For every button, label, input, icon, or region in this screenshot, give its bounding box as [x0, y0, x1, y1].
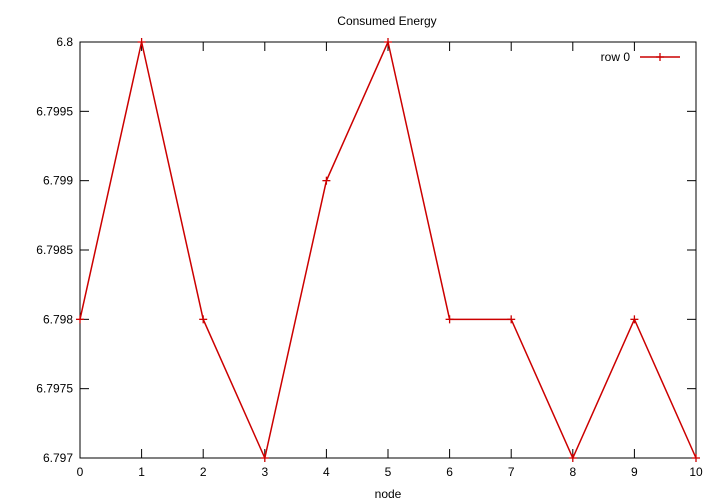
data-point — [568, 454, 577, 462]
y-tick-label: 6.799 — [43, 174, 73, 188]
data-point — [260, 454, 269, 462]
x-tick-label: 10 — [689, 465, 703, 479]
y-tick-label: 6.7995 — [36, 104, 73, 118]
x-tick-label: 8 — [569, 465, 576, 479]
legend: row 0 — [601, 50, 680, 64]
data-point — [199, 315, 208, 324]
x-tick-label: 7 — [508, 465, 515, 479]
x-axis: 0 1 2 3 4 5 6 7 8 9 10 — [77, 42, 703, 479]
data-point — [507, 315, 516, 324]
data-point — [137, 38, 146, 46]
data-point — [384, 38, 392, 46]
y-tick-label: 6.797 — [43, 451, 73, 465]
legend-marker-plus — [656, 53, 664, 61]
x-tick-label: 4 — [323, 465, 330, 479]
legend-marker — [656, 53, 664, 61]
x-tick-label: 5 — [385, 465, 392, 479]
data-point — [76, 315, 84, 324]
legend-label: row 0 — [601, 50, 631, 64]
y-axis: 6.797 6.7975 6.798 6.7985 6.799 6.7995 6.8 — [36, 35, 696, 465]
y-tick-label: 6.798 — [43, 312, 73, 326]
series-layer — [76, 38, 700, 462]
data-point — [692, 454, 700, 462]
series-line — [79, 39, 697, 461]
data-point — [445, 315, 454, 324]
plot-frame — [79, 41, 697, 459]
data-point — [322, 176, 331, 185]
x-tick-label: 0 — [77, 465, 84, 479]
x-tick-label: 1 — [138, 465, 145, 479]
x-tick-label: 2 — [200, 465, 207, 479]
chart-title: Consumed Energy — [337, 14, 436, 28]
x-axis-label: node — [375, 487, 402, 501]
y-tick-label: 6.8 — [56, 35, 73, 49]
data-point — [630, 315, 639, 324]
y-tick-label: 6.7985 — [36, 243, 73, 257]
x-tick-label: 9 — [631, 465, 638, 479]
x-tick-label: 3 — [261, 465, 268, 479]
y-tick-label: 6.7975 — [36, 382, 73, 396]
x-tick-label: 6 — [446, 465, 453, 479]
